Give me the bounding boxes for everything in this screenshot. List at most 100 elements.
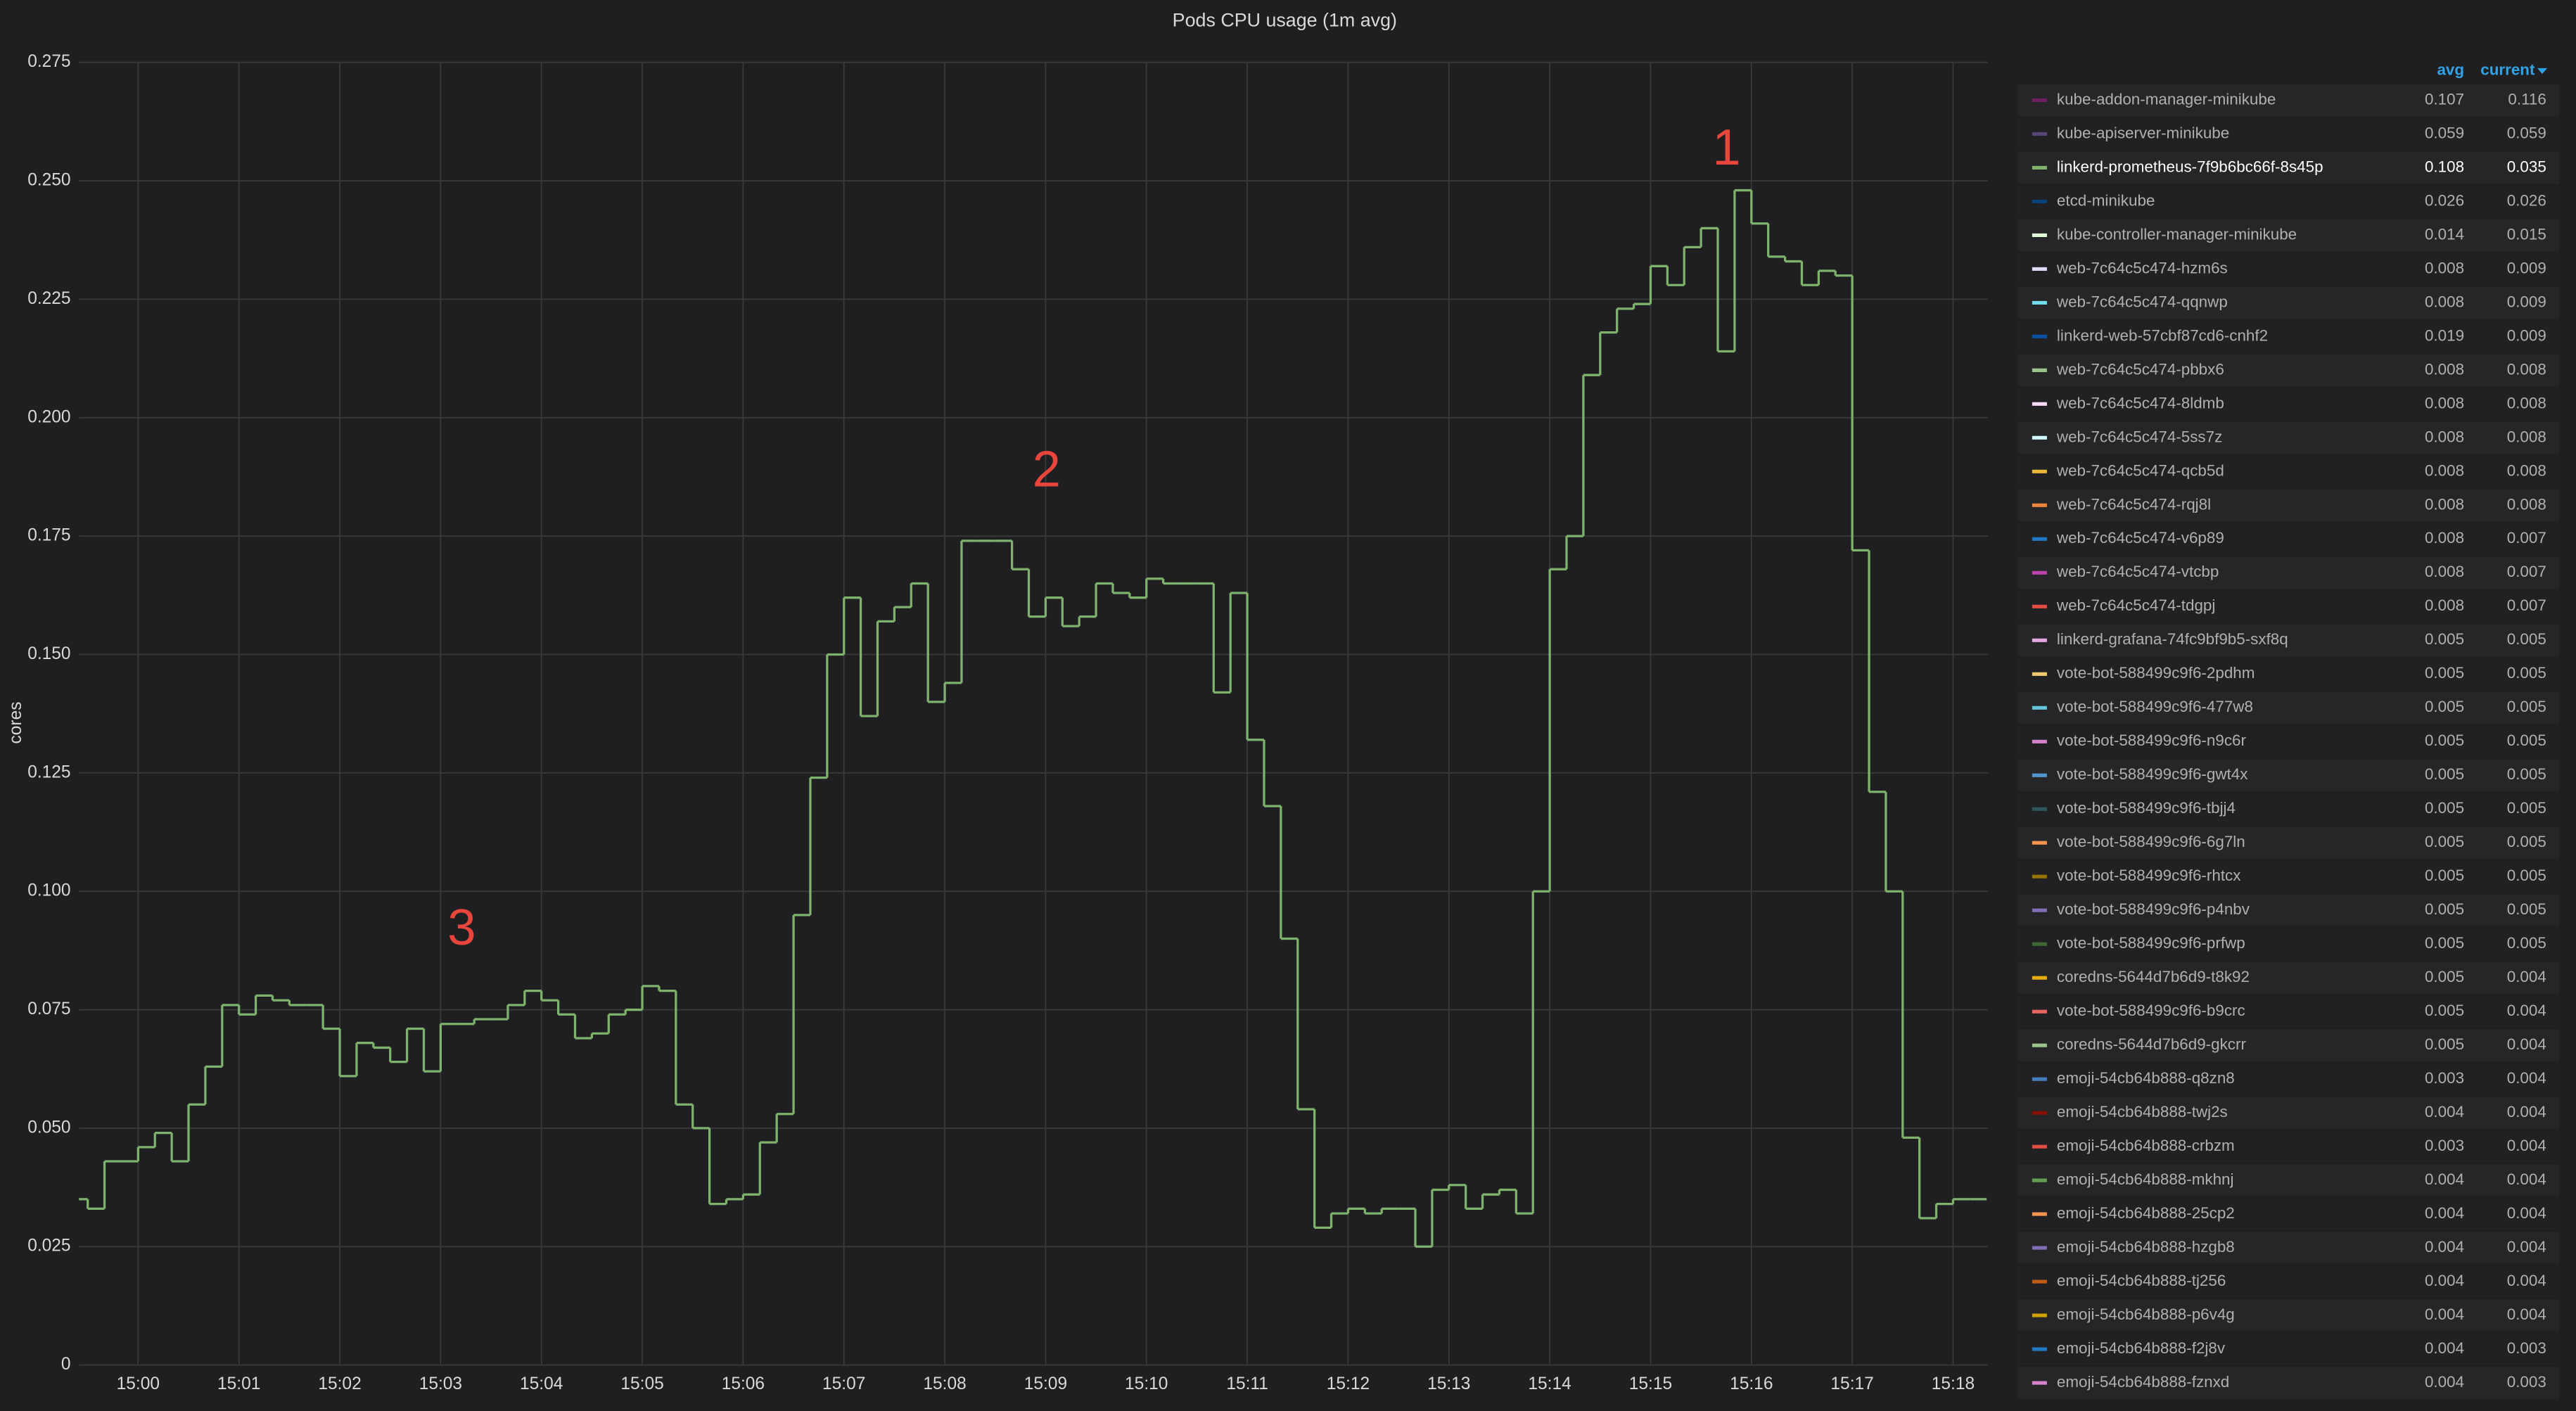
y-tick-label: 0.025 — [27, 1237, 70, 1256]
legend-row-background — [2017, 1198, 2560, 1230]
x-tick-label: 15:08 — [923, 1374, 966, 1393]
x-tick-label: 15:06 — [722, 1374, 765, 1393]
legend-current: 0.005 — [2507, 833, 2546, 850]
legend-row[interactable]: etcd-minikube 0.026 0.026 — [2017, 185, 2560, 218]
legend-row[interactable]: vote-bot-588499c9f6-2pdhm 0.005 0.005 — [2017, 658, 2560, 691]
legend-current: 0.004 — [2507, 968, 2546, 985]
legend-current: 0.008 — [2507, 394, 2546, 411]
legend-row[interactable]: emoji-54cb64b888-f2j8v 0.004 0.003 — [2017, 1333, 2560, 1365]
legend-row[interactable]: emoji-54cb64b888-crbzm 0.003 0.004 — [2017, 1130, 2560, 1163]
legend-row[interactable]: web-7c64c5c474-tdgpj 0.008 0.007 — [2017, 590, 2560, 623]
legend-avg: 0.003 — [2425, 1069, 2464, 1087]
legend[interactable]: avg current kube-addon-manager-minikube 0.1… — [2017, 60, 2560, 1399]
legend-row-background — [2017, 1164, 2560, 1196]
x-tick-label: 15:05 — [620, 1374, 663, 1393]
legend-row[interactable]: vote-bot-588499c9f6-gwt4x 0.005 0.005 — [2017, 759, 2560, 792]
legend-row[interactable]: kube-addon-manager-minikube 0.107 0.116 — [2017, 84, 2560, 117]
legend-name: emoji-54cb64b888-fznxd — [2057, 1373, 2229, 1391]
legend-row[interactable]: web-7c64c5c474-qcb5d 0.008 0.008 — [2017, 455, 2560, 488]
legend-row[interactable]: web-7c64c5c474-vtcbp 0.008 0.007 — [2017, 556, 2560, 589]
legend-row[interactable]: coredns-5644d7b6d9-gkcrr 0.005 0.004 — [2017, 1029, 2560, 1061]
legend-name: vote-bot-588499c9f6-prfwp — [2057, 934, 2245, 952]
legend-row[interactable]: linkerd-web-57cbf87cd6-cnhf2 0.019 0.009 — [2017, 320, 2560, 353]
legend-current: 0.004 — [2507, 1035, 2546, 1053]
legend-name: web-7c64c5c474-tdgpj — [2056, 596, 2215, 614]
legend-row[interactable]: emoji-54cb64b888-twj2s 0.004 0.004 — [2017, 1097, 2560, 1129]
legend-avg: 0.107 — [2425, 90, 2464, 108]
legend-current: 0.007 — [2507, 529, 2546, 547]
legend-avg: 0.005 — [2425, 732, 2464, 749]
legend-avg: 0.005 — [2425, 765, 2464, 783]
legend-row[interactable]: vote-bot-588499c9f6-tbjj4 0.005 0.005 — [2017, 793, 2560, 826]
legend-row[interactable]: vote-bot-588499c9f6-prfwp 0.005 0.005 — [2017, 928, 2560, 961]
x-tick-label: 15:00 — [117, 1374, 160, 1393]
legend-row[interactable]: emoji-54cb64b888-25cp2 0.004 0.004 — [2017, 1198, 2560, 1230]
legend-row-background — [2017, 725, 2560, 758]
legend-name: vote-bot-588499c9f6-b9crc — [2057, 1002, 2245, 1019]
legend-current: 0.005 — [2507, 799, 2546, 817]
annotation: 3 — [447, 899, 476, 956]
legend-row-background — [2017, 523, 2560, 556]
legend-current: 0.004 — [2507, 1137, 2546, 1154]
legend-name: web-7c64c5c474-rqj8l — [2056, 495, 2211, 513]
legend-avg: 0.108 — [2425, 158, 2464, 175]
legend-row[interactable]: web-7c64c5c474-5ss7z 0.008 0.008 — [2017, 421, 2560, 454]
legend-row-background — [2017, 1265, 2560, 1298]
legend-row[interactable]: emoji-54cb64b888-tj256 0.004 0.004 — [2017, 1265, 2560, 1298]
legend-row[interactable]: kube-apiserver-minikube 0.059 0.059 — [2017, 117, 2560, 151]
legend-current: 0.004 — [2507, 1069, 2546, 1087]
legend-row[interactable]: web-7c64c5c474-rqj8l 0.008 0.008 — [2017, 489, 2560, 522]
legend-row[interactable]: vote-bot-588499c9f6-rhtcx 0.005 0.005 — [2017, 860, 2560, 893]
y-tick-label: 0.125 — [27, 762, 70, 781]
legend-row[interactable]: vote-bot-588499c9f6-477w8 0.005 0.005 — [2017, 691, 2560, 724]
legend-row[interactable]: emoji-54cb64b888-q8zn8 0.003 0.004 — [2017, 1063, 2560, 1095]
legend-row[interactable]: web-7c64c5c474-qqnwp 0.008 0.009 — [2017, 286, 2560, 319]
legend-current: 0.009 — [2507, 259, 2546, 276]
legend-name: linkerd-grafana-74fc9bf9b5-sxf8q — [2057, 630, 2288, 648]
legend-row[interactable]: web-7c64c5c474-hzm6s 0.008 0.009 — [2017, 253, 2560, 286]
x-tick-label: 15:18 — [1932, 1374, 1975, 1393]
legend-row[interactable]: emoji-54cb64b888-fznxd 0.004 0.003 — [2017, 1367, 2560, 1399]
legend-row[interactable]: kube-controller-manager-minikube 0.014 0.0… — [2017, 219, 2560, 252]
legend-name: kube-apiserver-minikube — [2057, 124, 2229, 141]
legend-row[interactable]: linkerd-grafana-74fc9bf9b5-sxf8q 0.005 0.0… — [2017, 624, 2560, 657]
legend-row[interactable]: emoji-54cb64b888-hzgb8 0.004 0.004 — [2017, 1232, 2560, 1264]
x-tick-label: 15:07 — [822, 1374, 865, 1393]
legend-row[interactable]: linkerd-prometheus-7f9b6bc66f-8s45p 0.108… — [2017, 151, 2560, 184]
legend-avg: 0.004 — [2425, 1103, 2464, 1120]
legend-row-background — [2017, 117, 2560, 151]
legend-row[interactable]: coredns-5644d7b6d9-t8k92 0.005 0.004 — [2017, 962, 2560, 995]
legend-row-background — [2017, 691, 2560, 724]
annotation: 1 — [1712, 119, 1740, 176]
legend-avg: 0.059 — [2425, 124, 2464, 141]
legend-row[interactable]: emoji-54cb64b888-mkhnj 0.004 0.004 — [2017, 1164, 2560, 1196]
legend-column-header[interactable]: avg — [2437, 60, 2464, 78]
legend-row[interactable]: vote-bot-588499c9f6-p4nbv 0.005 0.005 — [2017, 894, 2560, 927]
legend-name: etcd-minikube — [2057, 191, 2155, 209]
legend-current: 0.004 — [2507, 1272, 2546, 1289]
x-tick-label: 15:16 — [1730, 1374, 1773, 1393]
x-tick-label: 15:03 — [419, 1374, 462, 1393]
legend-row[interactable]: web-7c64c5c474-8ldmb 0.008 0.008 — [2017, 388, 2560, 421]
legend-row[interactable]: vote-bot-588499c9f6-6g7ln 0.005 0.005 — [2017, 826, 2560, 860]
legend-avg: 0.005 — [2425, 968, 2464, 985]
x-tick-label: 15:13 — [1427, 1374, 1470, 1393]
legend-avg: 0.004 — [2425, 1272, 2464, 1289]
legend-row[interactable]: vote-bot-588499c9f6-b9crc 0.005 0.004 — [2017, 995, 2560, 1028]
sort-caret — [2537, 68, 2547, 75]
legend-row-background — [2017, 1130, 2560, 1163]
legend-row[interactable]: web-7c64c5c474-pbbx6 0.008 0.008 — [2017, 354, 2560, 387]
y-tick-label: 0.050 — [27, 1118, 70, 1137]
legend-avg: 0.004 — [2425, 1204, 2464, 1222]
legend-current: 0.004 — [2507, 1103, 2546, 1120]
legend-avg: 0.008 — [2425, 293, 2464, 310]
legend-column-header[interactable]: current — [2480, 60, 2535, 78]
legend-row[interactable]: vote-bot-588499c9f6-n9c6r 0.005 0.005 — [2017, 725, 2560, 758]
legend-row[interactable]: web-7c64c5c474-v6p89 0.008 0.007 — [2017, 523, 2560, 556]
legend-name: emoji-54cb64b888-hzgb8 — [2057, 1238, 2235, 1256]
legend-row[interactable]: emoji-54cb64b888-p6v4g 0.004 0.004 — [2017, 1299, 2560, 1332]
legend-avg: 0.026 — [2425, 191, 2464, 209]
legend-current: 0.005 — [2507, 900, 2546, 918]
legend-name: vote-bot-588499c9f6-gwt4x — [2057, 765, 2248, 783]
legend-row-background — [2017, 826, 2560, 860]
